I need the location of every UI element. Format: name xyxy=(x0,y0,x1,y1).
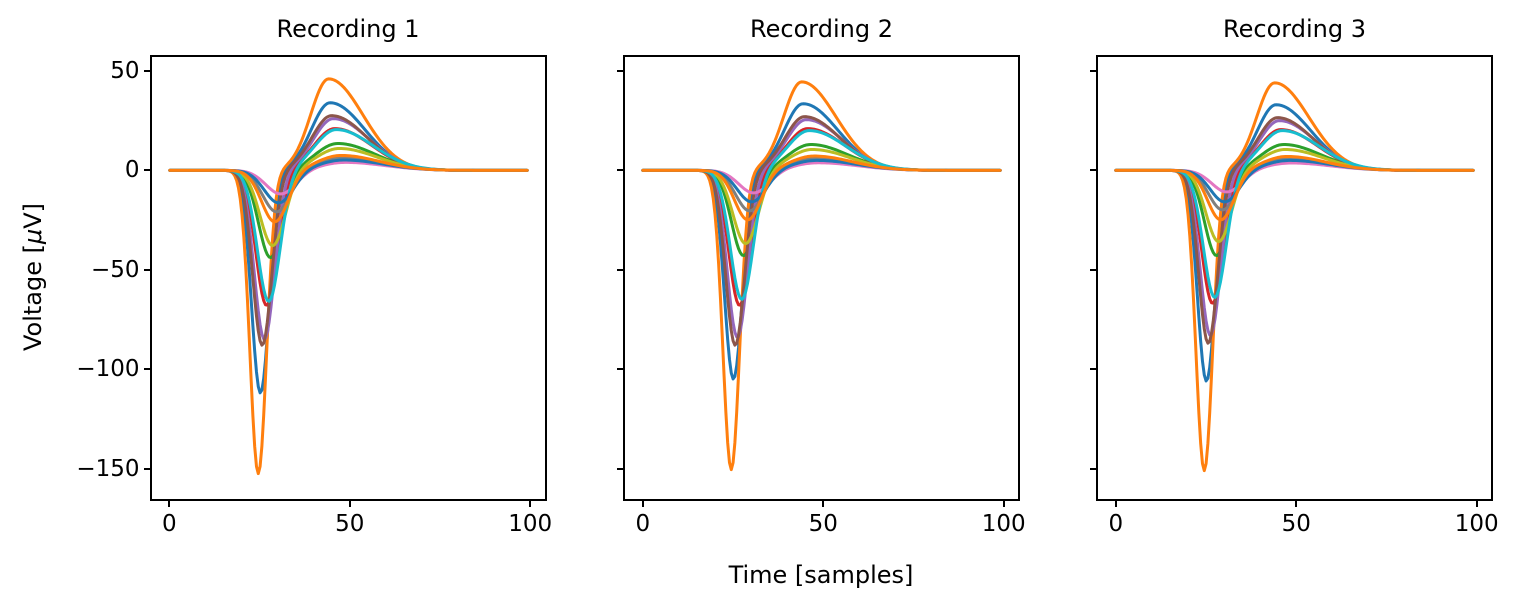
y-tick-mark xyxy=(1090,268,1098,271)
y-tick-mark xyxy=(617,368,625,371)
y-tick-mark xyxy=(1090,169,1098,172)
waveform-blue-large xyxy=(167,101,529,395)
y-tick-mark xyxy=(143,169,152,172)
y-tick-mark xyxy=(1090,69,1098,72)
subplot-recording-3: Recording 3 0 50 100 xyxy=(1090,15,1499,537)
waveform-blue-small xyxy=(1114,158,1475,204)
waveform-orange-small xyxy=(1114,154,1475,222)
waveform-orange-small xyxy=(167,153,529,224)
x-tick-label: 0 xyxy=(635,510,651,537)
y-tick-label: 0 xyxy=(124,157,140,184)
y-tick-mark xyxy=(617,268,625,271)
x-tick-label: 100 xyxy=(981,510,1026,537)
x-tick-label: 0 xyxy=(1108,510,1124,537)
waveform-pink xyxy=(167,160,529,196)
x-tick-mark xyxy=(168,498,171,507)
plot-title: Recording 1 xyxy=(276,15,420,43)
y-tick-mark xyxy=(143,69,152,72)
y-tick-mark xyxy=(143,268,152,271)
waveform-orange-large xyxy=(167,77,529,476)
subplot-recording-2: Recording 2 0 50 100 xyxy=(617,15,1026,537)
x-tick-label: 100 xyxy=(508,510,553,537)
waveform-pink xyxy=(641,161,1002,195)
x-tick-mark xyxy=(1002,498,1005,507)
y-tick-mark xyxy=(617,467,625,470)
waveform-purple xyxy=(167,117,529,341)
subplot-recording-1: Recording 1 0 50 100 50 0 −50 −100 −150 xyxy=(76,15,552,537)
waveform-blue-small xyxy=(641,158,1002,204)
y-tick-label: 50 xyxy=(110,57,140,84)
y-tick-label: −100 xyxy=(76,356,140,383)
plot-area xyxy=(641,80,1002,472)
y-axis-label-unit: V] xyxy=(19,202,47,229)
x-tick-mark xyxy=(1295,498,1298,507)
x-tick-mark xyxy=(348,498,351,507)
x-tick-mark xyxy=(529,498,532,507)
waveform-purple xyxy=(1114,119,1475,337)
y-tick-mark xyxy=(143,467,152,470)
x-tick-mark xyxy=(1475,498,1478,507)
waveform-blue-small xyxy=(167,158,529,205)
y-tick-label: −150 xyxy=(76,455,140,482)
x-tick-label: 0 xyxy=(162,510,177,537)
y-tick-mark xyxy=(1090,467,1098,470)
y-tick-mark xyxy=(1090,368,1098,371)
x-tick-label: 50 xyxy=(1281,510,1311,537)
plot-area xyxy=(167,77,529,476)
mu-symbol: μ xyxy=(19,228,47,245)
waveform-orange-small xyxy=(641,154,1002,222)
y-tick-mark xyxy=(617,69,625,72)
waveform-gray xyxy=(167,156,529,214)
x-tick-label: 50 xyxy=(335,510,365,537)
plot-area xyxy=(1114,81,1475,473)
x-axis-label: Time [samples] xyxy=(728,561,914,589)
x-tick-label: 50 xyxy=(808,510,838,537)
y-tick-label: −50 xyxy=(90,256,140,283)
x-tick-mark xyxy=(822,498,825,507)
waveform-purple xyxy=(641,118,1002,339)
waveform-gray xyxy=(641,156,1002,213)
waveform-pink xyxy=(1114,161,1475,194)
plot-title: Recording 2 xyxy=(750,15,893,43)
waveform-orange-large xyxy=(1114,81,1475,473)
waveform-gray xyxy=(1114,156,1475,212)
plot-title: Recording 3 xyxy=(1223,15,1366,43)
x-tick-mark xyxy=(641,498,644,507)
x-tick-mark xyxy=(1114,498,1117,507)
y-tick-mark xyxy=(617,169,625,172)
y-tick-mark xyxy=(143,368,152,371)
x-tick-label: 100 xyxy=(1454,510,1499,537)
waveform-orange-large xyxy=(641,80,1002,472)
